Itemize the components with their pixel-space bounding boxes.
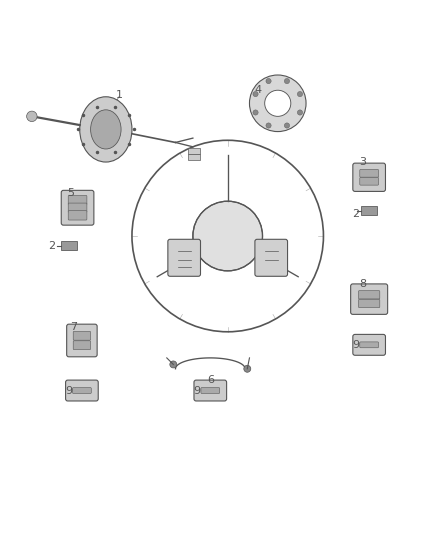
FancyBboxPatch shape [188, 154, 200, 160]
FancyBboxPatch shape [353, 334, 385, 356]
FancyBboxPatch shape [353, 163, 385, 191]
Ellipse shape [80, 97, 132, 162]
Text: 7: 7 [70, 322, 77, 333]
Text: 3: 3 [359, 157, 366, 167]
Circle shape [266, 78, 271, 84]
FancyBboxPatch shape [188, 148, 200, 154]
FancyBboxPatch shape [67, 324, 97, 357]
FancyBboxPatch shape [358, 290, 380, 299]
Text: 9: 9 [65, 385, 72, 395]
Circle shape [284, 123, 290, 128]
FancyBboxPatch shape [360, 177, 378, 185]
Circle shape [266, 123, 271, 128]
Text: 1: 1 [115, 90, 122, 100]
FancyBboxPatch shape [73, 332, 91, 340]
FancyBboxPatch shape [73, 387, 91, 393]
FancyBboxPatch shape [61, 190, 94, 225]
Ellipse shape [91, 110, 121, 149]
FancyBboxPatch shape [194, 380, 226, 401]
FancyBboxPatch shape [60, 241, 77, 250]
Circle shape [250, 75, 306, 132]
Circle shape [193, 201, 262, 271]
Text: 5: 5 [67, 188, 74, 198]
FancyBboxPatch shape [73, 341, 91, 350]
Circle shape [170, 361, 177, 368]
FancyBboxPatch shape [168, 239, 201, 276]
FancyBboxPatch shape [360, 169, 378, 177]
FancyBboxPatch shape [358, 300, 380, 308]
FancyBboxPatch shape [360, 342, 378, 348]
FancyBboxPatch shape [361, 206, 378, 215]
FancyBboxPatch shape [351, 284, 388, 314]
FancyBboxPatch shape [66, 380, 98, 401]
FancyBboxPatch shape [255, 239, 288, 276]
FancyBboxPatch shape [68, 203, 87, 213]
Circle shape [297, 92, 303, 96]
Text: 2: 2 [48, 240, 55, 251]
Text: 9: 9 [194, 385, 201, 395]
Circle shape [265, 90, 291, 116]
Circle shape [253, 92, 258, 96]
Circle shape [244, 365, 251, 372]
Text: 2: 2 [353, 209, 360, 219]
FancyBboxPatch shape [68, 211, 87, 220]
Text: 4: 4 [254, 85, 262, 95]
Text: 9: 9 [353, 340, 360, 350]
FancyBboxPatch shape [68, 196, 87, 205]
Circle shape [253, 110, 258, 115]
Circle shape [297, 110, 303, 115]
FancyBboxPatch shape [201, 387, 219, 393]
Circle shape [27, 111, 37, 122]
Text: 6: 6 [207, 375, 214, 385]
Circle shape [284, 78, 290, 84]
Text: 8: 8 [359, 279, 366, 289]
